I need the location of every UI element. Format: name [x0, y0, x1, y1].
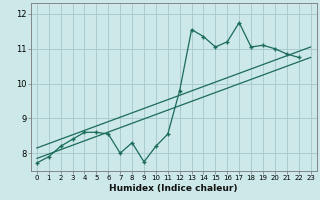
X-axis label: Humidex (Indice chaleur): Humidex (Indice chaleur): [109, 184, 238, 193]
